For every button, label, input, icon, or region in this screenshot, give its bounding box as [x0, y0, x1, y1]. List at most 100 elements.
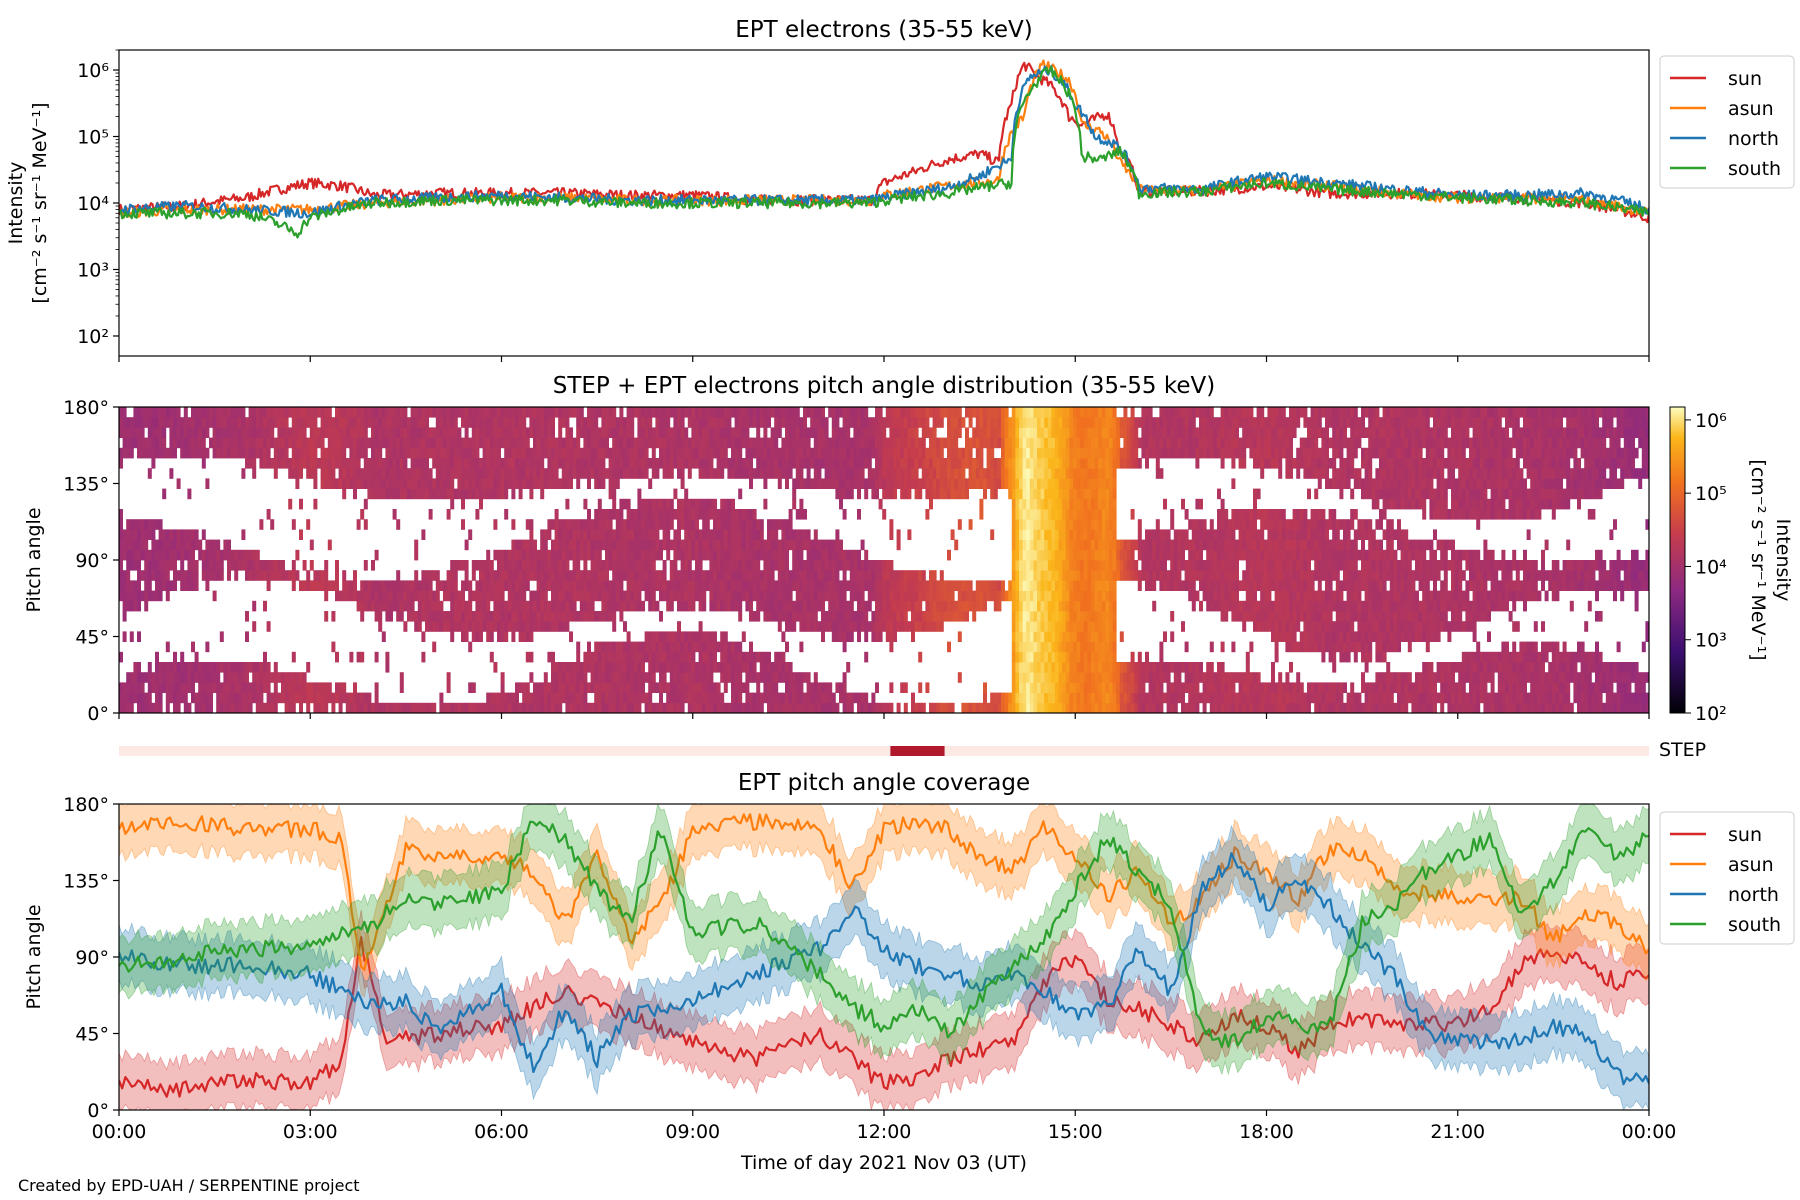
heat-cell [453, 600, 458, 612]
heat-cell [1065, 488, 1070, 500]
heat-cell [900, 437, 905, 449]
heat-cell [785, 458, 789, 469]
heat-cell [821, 478, 825, 489]
heat-cell [371, 600, 375, 612]
heat-cell [1044, 417, 1049, 428]
heat-cell [1029, 478, 1034, 489]
heat-cell [230, 672, 235, 683]
heat-cell [500, 590, 505, 602]
heat-cell [918, 488, 923, 500]
heat-cell [414, 702, 419, 713]
heat-cell [637, 509, 642, 520]
heat-cell [579, 407, 584, 418]
heat-cell [392, 437, 397, 449]
heat-cell [673, 417, 678, 428]
heat-cell [299, 447, 303, 459]
heat-cell [255, 570, 260, 581]
heat-cell [806, 580, 811, 591]
heat-cell [731, 672, 735, 683]
heat-cell [241, 529, 246, 540]
heat-cell [885, 570, 890, 581]
heat-cell [785, 427, 789, 438]
heat-cell [896, 478, 901, 489]
heat-cell [533, 427, 537, 438]
heat-cell [623, 519, 627, 530]
heat-cell [583, 651, 588, 663]
heat-cell [187, 570, 192, 581]
heat-cell [781, 600, 786, 612]
heat-cell [648, 529, 653, 540]
heat-cell [500, 672, 505, 683]
heat-cell [565, 539, 570, 551]
heat-cell [183, 529, 188, 540]
heat-cell [1065, 611, 1070, 622]
heat-cell [925, 458, 930, 469]
heat-cell [173, 529, 177, 540]
heat-cell [1022, 509, 1027, 520]
heat-cell [619, 417, 624, 428]
heat-cell [489, 631, 494, 642]
heat-cell [950, 702, 955, 713]
heat-cell [821, 570, 825, 581]
heat-cell [597, 427, 602, 438]
heat-cell [785, 672, 789, 683]
heat-cell [626, 447, 631, 459]
heat-cell [579, 458, 584, 469]
heat-cell [234, 702, 239, 713]
heat-cell [749, 600, 753, 612]
heat-cell [1001, 447, 1005, 459]
heat-cell [677, 570, 681, 581]
heat-cell [547, 682, 552, 693]
heat-cell [205, 692, 210, 704]
heat-cell [709, 641, 714, 653]
heat-cell [763, 682, 768, 693]
heat-cell [612, 417, 617, 428]
heat-cell [223, 539, 228, 551]
heat-cell [461, 417, 465, 428]
heat-cell [1044, 590, 1049, 602]
heat-cell [525, 519, 530, 530]
heat-cell [817, 407, 822, 418]
heat-cell [723, 427, 728, 438]
heat-cell [183, 682, 188, 693]
heat-cell [349, 702, 354, 713]
heat-cell [360, 611, 365, 622]
heat-cell [594, 590, 599, 602]
heat-cell [795, 458, 800, 469]
heat-cell [363, 590, 368, 602]
heat-cell [612, 621, 617, 632]
heat-cell [767, 468, 771, 479]
heat-cell [281, 417, 285, 428]
heat-cell [695, 702, 699, 713]
heat-cell [1011, 509, 1016, 520]
heat-cell [641, 539, 645, 551]
heat-cell [695, 590, 699, 602]
heat-cell [651, 498, 656, 510]
heat-cell [342, 682, 347, 693]
heat-cell [975, 437, 980, 449]
heat-cell [1004, 417, 1009, 428]
heat-cell [637, 570, 642, 581]
heat-cell [810, 590, 815, 602]
heat-cell [849, 611, 854, 622]
heat-cell [1019, 600, 1023, 612]
heat-cell [781, 458, 786, 469]
heat-cell [871, 427, 876, 438]
heat-cell [860, 692, 865, 704]
heat-cell [446, 478, 451, 489]
heat-cell [151, 672, 156, 683]
heat-cell [176, 570, 181, 581]
heat-cell [500, 437, 505, 449]
heat-cell [1040, 478, 1045, 489]
heat-cell [968, 417, 973, 428]
heat-cell [907, 427, 912, 438]
heat-cell [187, 437, 192, 449]
heat-cell [745, 682, 750, 693]
heat-cell [389, 458, 393, 469]
heat-cell [608, 458, 613, 469]
heat-cell [245, 611, 249, 622]
heat-cell [817, 692, 822, 704]
heat-cell [507, 458, 512, 469]
heat-cell [191, 407, 195, 418]
heat-cell [133, 549, 138, 561]
